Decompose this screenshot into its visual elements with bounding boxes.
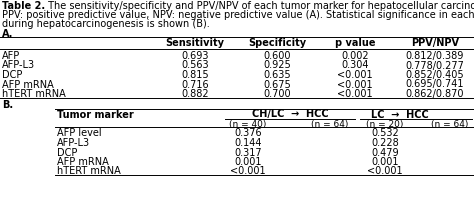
Text: (n = 64): (n = 64) [311, 120, 349, 129]
Text: p value: p value [335, 38, 375, 48]
Text: <0.001: <0.001 [337, 80, 373, 89]
Text: 0.778/0.277: 0.778/0.277 [406, 60, 465, 71]
Text: 0.563: 0.563 [181, 60, 209, 71]
Text: 0.002: 0.002 [341, 51, 369, 61]
Text: LC  →  HCC: LC → HCC [371, 109, 429, 120]
Text: (n = 40): (n = 40) [229, 120, 267, 129]
Text: AFP-L3: AFP-L3 [57, 138, 90, 148]
Text: 0.693: 0.693 [181, 51, 209, 61]
Text: 0.479: 0.479 [371, 147, 399, 158]
Text: AFP level: AFP level [57, 129, 101, 138]
Text: B.: B. [2, 100, 13, 111]
Text: 0.376: 0.376 [234, 129, 262, 138]
Text: 0.144: 0.144 [234, 138, 262, 148]
Text: during hepatocarcinogenesis is shown (B).: during hepatocarcinogenesis is shown (B)… [2, 19, 210, 29]
Text: <0.001: <0.001 [367, 166, 403, 177]
Text: 0.716: 0.716 [181, 80, 209, 89]
Text: Table 2.: Table 2. [2, 1, 45, 11]
Text: 0.700: 0.700 [263, 89, 291, 99]
Text: 0.532: 0.532 [371, 129, 399, 138]
Text: 0.882: 0.882 [181, 89, 209, 99]
Text: Sensitivity: Sensitivity [165, 38, 225, 48]
Text: (n = 20): (n = 20) [366, 120, 404, 129]
Text: AFP-L3: AFP-L3 [2, 60, 35, 71]
Text: 0.812/0.389: 0.812/0.389 [406, 51, 464, 61]
Text: 0.862/0.870: 0.862/0.870 [406, 89, 464, 99]
Text: <0.001: <0.001 [230, 166, 266, 177]
Text: 0.600: 0.600 [263, 51, 291, 61]
Text: CH/LC  →  HCC: CH/LC → HCC [252, 109, 328, 120]
Text: 0.635: 0.635 [263, 70, 291, 80]
Text: PPV: positive predictive value, NPV: negative predictive value (A). Statistical : PPV: positive predictive value, NPV: neg… [2, 10, 474, 20]
Text: AFP mRNA: AFP mRNA [2, 80, 54, 89]
Text: 0.695/0.741: 0.695/0.741 [406, 80, 464, 89]
Text: 0.317: 0.317 [234, 147, 262, 158]
Text: 0.001: 0.001 [234, 157, 262, 167]
Text: 0.925: 0.925 [263, 60, 291, 71]
Text: Tumor marker: Tumor marker [57, 109, 134, 120]
Text: PPV/NPV: PPV/NPV [411, 38, 459, 48]
Text: <0.001: <0.001 [337, 89, 373, 99]
Text: DCP: DCP [2, 70, 22, 80]
Text: <0.001: <0.001 [337, 70, 373, 80]
Text: 0.852/0.405: 0.852/0.405 [406, 70, 465, 80]
Text: Specificity: Specificity [248, 38, 306, 48]
Text: hTERT mRNA: hTERT mRNA [57, 166, 121, 177]
Text: 0.675: 0.675 [263, 80, 291, 89]
Text: (n = 64): (n = 64) [431, 120, 469, 129]
Text: A.: A. [2, 29, 13, 39]
Text: 0.001: 0.001 [371, 157, 399, 167]
Text: 0.228: 0.228 [371, 138, 399, 148]
Text: The sensitivity/specificity and PPV/NPV of each tumor marker for hepatocellular : The sensitivity/specificity and PPV/NPV … [45, 1, 474, 11]
Text: 0.304: 0.304 [341, 60, 369, 71]
Text: 0.815: 0.815 [181, 70, 209, 80]
Text: DCP: DCP [57, 147, 77, 158]
Text: hTERT mRNA: hTERT mRNA [2, 89, 66, 99]
Text: AFP mRNA: AFP mRNA [57, 157, 109, 167]
Text: AFP: AFP [2, 51, 20, 61]
